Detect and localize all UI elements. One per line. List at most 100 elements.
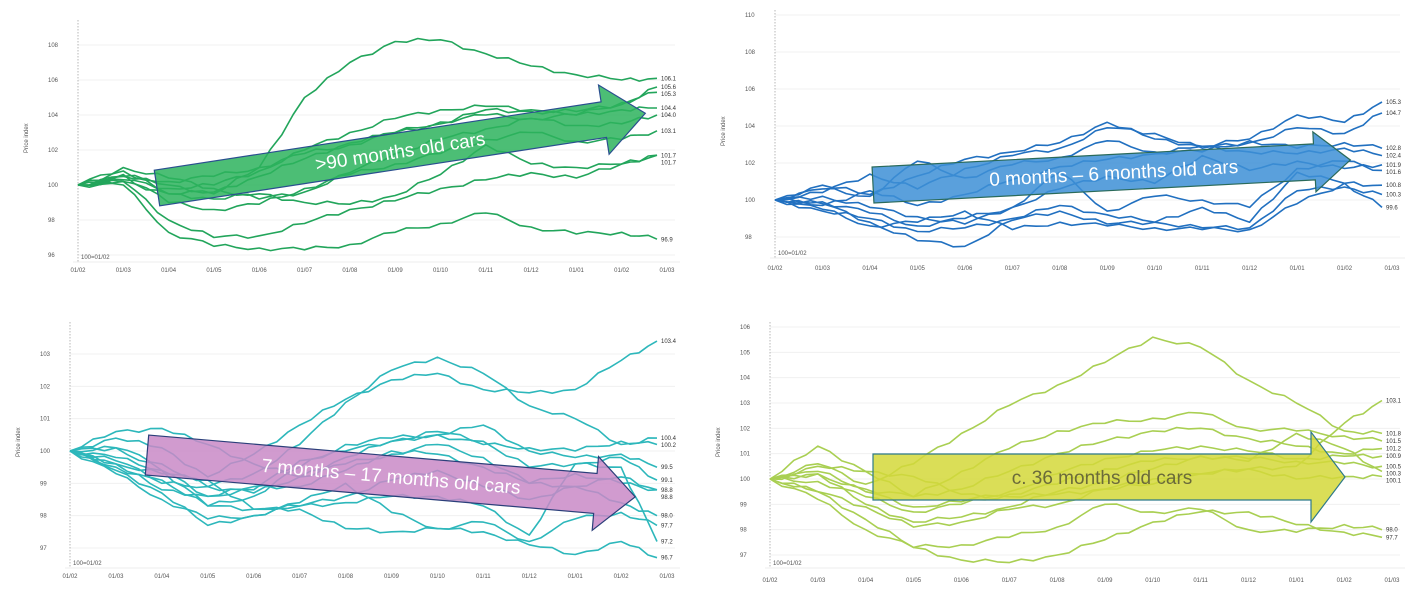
y-axis-label: Price index	[716, 427, 722, 457]
y-tick-label: 96	[48, 253, 55, 259]
x-tick-label: 01/01	[569, 268, 585, 274]
y-tick-label: 102	[740, 426, 751, 432]
trend-arrow: c. 36 months old cars	[872, 430, 1346, 524]
x-tick-label: 01/05	[206, 268, 222, 274]
series-line	[774, 182, 1383, 233]
chart-36-months: 97 98 99 100 101 102 103 104 105 106 100=01/02 Pric…	[708, 310, 1408, 610]
y-tick-label: 102	[745, 161, 756, 167]
series-end-label: 101.8	[1386, 431, 1402, 437]
series-line	[69, 424, 658, 478]
series-end-label: 96.9	[661, 237, 673, 243]
y-axis-label: Price index	[24, 123, 30, 153]
x-tick-label: 01/01	[1290, 266, 1306, 272]
x-tick-label: 01/10	[1147, 266, 1163, 272]
chart-0-to-6-months: 98 100 102 104 106 108 110 100=01/02 Price index…	[708, 0, 1408, 300]
y-tick-label: 97	[40, 546, 47, 552]
series-end-label: 101.9	[1386, 163, 1402, 169]
y-tick-label: 104	[745, 124, 756, 130]
arrow-shape	[153, 83, 647, 207]
chart-7-to-17-months: 97 98 99 100 101 102 103 100=01/02 Price index 01…	[0, 310, 700, 610]
series-end-label: 100.8	[1386, 183, 1402, 189]
y-tick-label: 104	[48, 113, 59, 119]
y-axis-label: Price index	[721, 116, 727, 146]
series-end-label: 98.8	[661, 488, 673, 494]
x-tick-label: 01/02	[1337, 578, 1353, 584]
y-tick-label: 108	[48, 43, 59, 49]
series-end-label: 100.5	[1386, 464, 1402, 470]
y-tick-label: 100	[48, 183, 59, 189]
baseline-note: 100=01/02	[773, 561, 802, 567]
x-tick-label: 01/07	[1005, 266, 1021, 272]
x-tick-label: 01/11	[1193, 578, 1208, 584]
y-tick-label: 110	[745, 13, 755, 19]
x-tick-label: 01/08	[338, 574, 354, 580]
y-tick-label: 106	[48, 78, 59, 84]
x-tick-label: 01/09	[1097, 578, 1113, 584]
y-tick-label: 106	[740, 325, 751, 331]
y-tick-label: 101	[40, 417, 51, 423]
chart-over-90-months: 96 98 100 102 104 106 108 100=01/02 Price index 0…	[0, 0, 700, 300]
x-tick-label: 01/03	[659, 574, 675, 580]
series-end-label: 101.2	[1386, 447, 1402, 453]
trend-arrow: 0 months – 6 months old cars	[871, 130, 1352, 204]
series-end-label: 101.7	[661, 160, 677, 166]
series-end-label: 98.0	[1386, 528, 1398, 534]
y-tick-label: 98	[740, 528, 747, 534]
x-tick-label: 01/07	[297, 268, 313, 274]
x-tick-label: 01/02	[62, 574, 78, 580]
series-end-label: 103.1	[1386, 398, 1402, 404]
x-tick-label: 01/01	[568, 574, 584, 580]
y-tick-label: 105	[740, 350, 751, 356]
x-tick-label: 01/09	[1100, 266, 1116, 272]
series-end-label: 98.0	[661, 514, 673, 520]
series-end-label: 104.0	[661, 113, 677, 119]
series-end-label: 99.5	[661, 465, 673, 471]
x-tick-label: 01/02	[1337, 266, 1353, 272]
x-tick-label: 01/03	[108, 574, 124, 580]
x-tick-label: 01/06	[957, 266, 973, 272]
series-end-label: 96.7	[661, 556, 673, 562]
baseline-note: 100=01/02	[73, 561, 102, 567]
y-tick-label: 97	[740, 553, 747, 559]
series-end-label: 97.7	[1386, 535, 1398, 541]
y-tick-label: 100	[745, 198, 756, 204]
series-end-label: 100.9	[1386, 454, 1402, 460]
x-tick-label: 01/06	[252, 268, 268, 274]
series-end-label: 100.2	[661, 443, 677, 449]
x-tick-label: 01/11	[1195, 266, 1210, 272]
series-end-label: 102.4	[1386, 154, 1402, 160]
x-tick-label: 01/10	[430, 574, 446, 580]
arrow-shape	[144, 434, 637, 532]
x-tick-label: 01/03	[116, 268, 132, 274]
series-end-label: 105.3	[661, 92, 677, 98]
y-tick-label: 106	[745, 87, 756, 93]
y-tick-label: 98	[745, 235, 752, 241]
series-line	[77, 154, 658, 239]
series-end-label: 103.4	[661, 339, 677, 345]
x-tick-label: 01/08	[342, 268, 358, 274]
y-tick-label: 101	[740, 452, 751, 458]
x-tick-label: 01/07	[1002, 578, 1018, 584]
x-tick-label: 01/12	[522, 574, 538, 580]
x-tick-label: 01/09	[388, 268, 404, 274]
series-end-label: 101.5	[1386, 439, 1402, 445]
x-tick-label: 01/03	[1384, 266, 1400, 272]
x-tick-label: 01/12	[524, 268, 540, 274]
y-tick-label: 102	[48, 148, 59, 154]
series-end-label: 97.7	[661, 523, 673, 529]
x-tick-label: 01/11	[476, 574, 491, 580]
y-tick-label: 102	[40, 384, 51, 390]
y-tick-label: 108	[745, 50, 756, 56]
series-end-label: 100.3	[1386, 471, 1402, 477]
x-tick-label: 01/01	[1289, 578, 1305, 584]
x-tick-label: 01/08	[1050, 578, 1066, 584]
x-tick-label: 01/06	[246, 574, 262, 580]
series-end-label: 105.3	[1386, 100, 1402, 106]
x-tick-label: 01/12	[1241, 578, 1257, 584]
series-line	[769, 478, 1383, 564]
y-tick-label: 104	[740, 376, 751, 382]
x-tick-label: 01/02	[614, 268, 630, 274]
x-tick-label: 01/05	[906, 578, 922, 584]
x-tick-label: 01/04	[858, 578, 874, 584]
series-end-label: 102.8	[1386, 146, 1402, 152]
